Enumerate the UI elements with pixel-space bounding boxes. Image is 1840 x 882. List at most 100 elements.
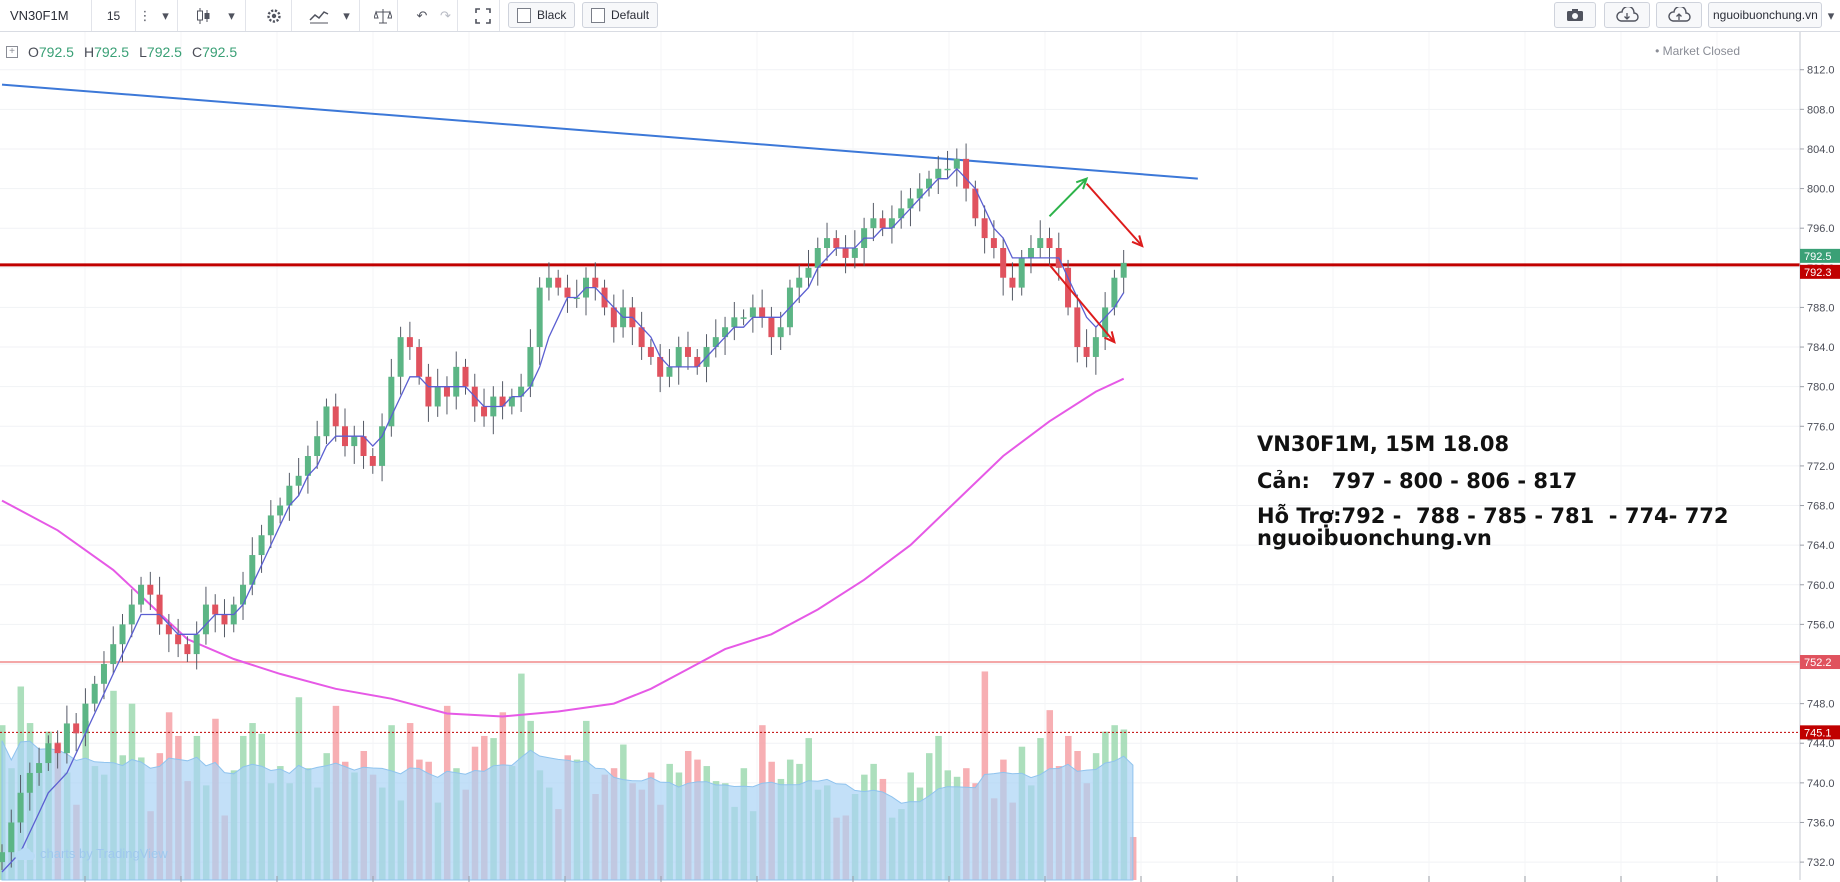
candle-body: [564, 287, 571, 298]
gear-icon[interactable]: [256, 0, 292, 31]
more-vertical-icon[interactable]: ⋮: [138, 7, 152, 23]
candle-body: [258, 535, 265, 556]
layout-dropdown-icon[interactable]: ▾: [1827, 7, 1835, 23]
candle-body: [193, 634, 200, 655]
price-tick-label: 812.0: [1807, 65, 1835, 77]
candle-body: [91, 683, 98, 704]
cloud-save-button[interactable]: [1656, 2, 1702, 28]
candle-body: [722, 327, 729, 338]
price-label: 745.1: [1804, 727, 1832, 739]
redo-icon[interactable]: ↷: [434, 0, 458, 31]
open-value: 792.5: [38, 44, 74, 60]
candle-body: [295, 475, 302, 486]
candle-body: [82, 703, 89, 734]
candle-body: [221, 614, 228, 625]
legend-toggle-icon[interactable]: +: [6, 46, 18, 58]
chart-type-dropdown-icon[interactable]: ▾: [218, 0, 246, 31]
candle-body: [777, 327, 784, 338]
price-label: 792.5: [1804, 251, 1832, 263]
candle-body: [63, 723, 70, 754]
open-label: O: [28, 44, 39, 60]
cloud-load-button[interactable]: [1604, 2, 1650, 28]
candle-body: [406, 337, 413, 348]
chevron-down-icon[interactable]: ▾: [154, 0, 178, 31]
candle-body: [1102, 307, 1109, 338]
volume-ma-area: [1, 740, 1134, 881]
annotation-support: Hỗ Trợ:792 - 788 - 785 - 781 - 774- 772: [1257, 504, 1729, 528]
trendline[interactable]: [1, 83, 1198, 180]
candlestick-icon[interactable]: [190, 0, 218, 31]
price-label-bg: [1800, 248, 1840, 263]
candle-body: [499, 396, 506, 407]
candle-body: [898, 208, 905, 219]
candle-body: [175, 634, 182, 645]
symbol-search[interactable]: VN30F1M: [0, 0, 92, 31]
price-tick-label: 776.0: [1807, 421, 1835, 433]
candle-body: [36, 763, 43, 773]
candle-body: [684, 347, 691, 357]
symbol-label: VN30F1M: [10, 8, 69, 23]
candle-body: [462, 366, 469, 387]
candle-body: [165, 624, 172, 635]
arrow-line: [1048, 177, 1088, 218]
layout-name-button[interactable]: nguoibuonchung.vn: [1708, 2, 1822, 28]
fullscreen-icon[interactable]: [466, 0, 500, 31]
template-label: Default: [611, 8, 650, 22]
chart-text-annotation[interactable]: VN30F1M, 15M 18.08 Cản: 797 - 800 - 806 …: [1257, 432, 1729, 549]
interval-selector[interactable]: 15: [92, 0, 136, 31]
high-value: 792.5: [94, 44, 130, 60]
price-tick-label: 796.0: [1807, 223, 1835, 235]
top-toolbar: VN30F1M 15 ⋮ ▾ ▾ ▾ ↶ ↷ Black Default ngu…: [0, 0, 1840, 32]
candle-body: [156, 594, 163, 625]
candle-body: [916, 188, 923, 199]
candle-body: [527, 347, 534, 387]
candle-body: [388, 376, 395, 427]
candle-body: [610, 307, 617, 328]
price-tick-label: 748.0: [1807, 699, 1835, 711]
price-tick-label: 740.0: [1807, 778, 1835, 790]
arrow-line: [1085, 182, 1143, 247]
price-tick-label: 732.0: [1807, 857, 1835, 869]
price-tick-label: 788.0: [1807, 302, 1835, 314]
snapshot-button[interactable]: [1554, 2, 1596, 28]
indicators-dropdown-icon[interactable]: ▾: [334, 0, 360, 31]
indicators-icon[interactable]: [304, 0, 334, 31]
color-theme-button[interactable]: Black: [508, 2, 576, 28]
market-status-text: Market Closed: [1662, 44, 1740, 58]
candle-body: [1083, 347, 1090, 357]
template-button[interactable]: Default: [582, 2, 659, 28]
price-tick-label: 772.0: [1807, 461, 1835, 473]
candle-body: [425, 376, 432, 407]
candle-body: [657, 356, 664, 377]
candle-body: [768, 317, 775, 338]
candle-body: [749, 307, 756, 318]
price-label-bg: [1800, 264, 1840, 279]
watermark-text: charts by TradingView: [40, 846, 168, 861]
compare-scale-icon[interactable]: [368, 0, 398, 31]
candle-body: [128, 604, 135, 625]
candle-body: [323, 406, 330, 437]
candle-body: [434, 386, 441, 407]
candle-body: [17, 792, 24, 823]
candle-body: [1092, 337, 1099, 357]
candle-body: [972, 188, 979, 219]
tradingview-watermark[interactable]: charts by TradingView: [14, 846, 168, 861]
price-tick-label: 756.0: [1807, 619, 1835, 631]
candle-body: [870, 218, 877, 229]
candle-body: [453, 366, 460, 397]
candle-body: [119, 624, 126, 645]
undo-icon[interactable]: ↶: [416, 7, 428, 23]
price-chart[interactable]: 812.0808.0804.0800.0796.0792.0788.0784.0…: [0, 32, 1840, 882]
candle-body: [277, 505, 284, 516]
annotation-site: nguoibuonchung.vn: [1257, 526, 1492, 550]
candle-body: [212, 604, 219, 615]
arrow-line: [1048, 264, 1116, 343]
candle-body: [8, 822, 15, 853]
price-label-bg: [1800, 655, 1840, 670]
status-dot-icon: •: [1655, 44, 1660, 58]
candle-body: [332, 406, 339, 427]
candle-body: [443, 386, 450, 397]
ma-long-line: [1, 377, 1125, 718]
candle-body: [286, 485, 293, 506]
candle-body: [796, 277, 803, 288]
